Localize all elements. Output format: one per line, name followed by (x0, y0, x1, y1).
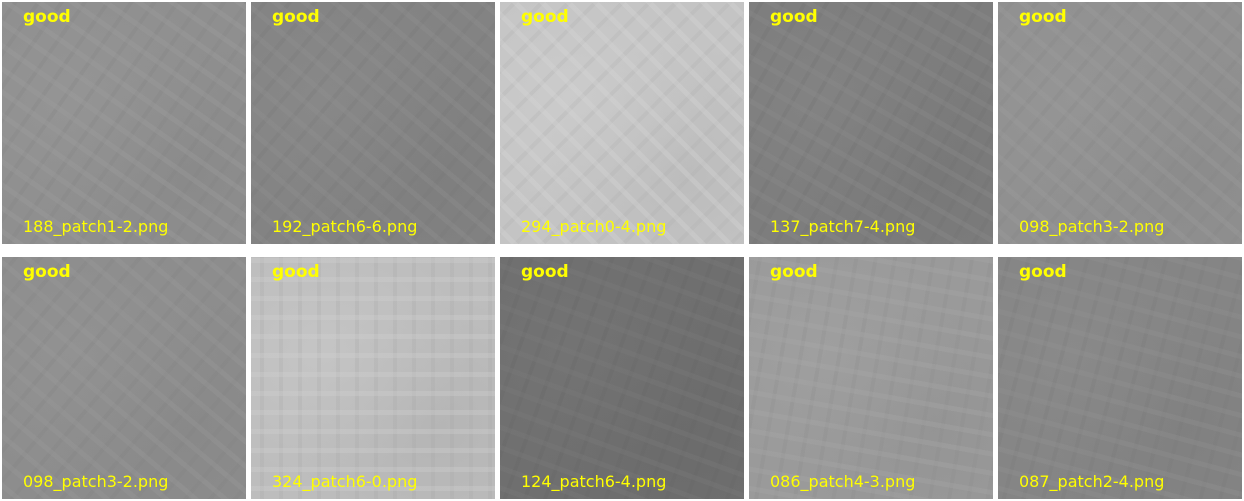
texture-patch-image (251, 257, 495, 499)
filename-label: 324_patch6-0.png (272, 472, 418, 491)
texture-patch-image (998, 2, 1242, 244)
class-label: good (770, 262, 818, 282)
class-label: good (521, 262, 569, 282)
filename-label: 192_patch6-6.png (272, 217, 418, 236)
class-label: good (521, 7, 569, 27)
filename-label: 087_patch2-4.png (1019, 472, 1165, 491)
image-tile: good 294_patch0-4.png (500, 2, 744, 244)
class-label: good (272, 262, 320, 282)
texture-patch-image (749, 257, 993, 499)
class-label: good (1019, 262, 1067, 282)
texture-patch-image (749, 2, 993, 244)
class-label: good (770, 7, 818, 27)
image-tile: good 137_patch7-4.png (749, 2, 993, 244)
filename-label: 137_patch7-4.png (770, 217, 916, 236)
class-label: good (23, 7, 71, 27)
filename-label: 188_patch1-2.png (23, 217, 169, 236)
texture-patch-image (998, 257, 1242, 499)
image-tile: good 188_patch1-2.png (2, 2, 246, 244)
texture-patch-image (2, 2, 246, 244)
texture-patch-image (2, 257, 246, 499)
class-label: good (1019, 7, 1067, 27)
image-tile: good 324_patch6-0.png (251, 257, 495, 499)
filename-label: 098_patch3-2.png (1019, 217, 1165, 236)
image-tile: good 098_patch3-2.png (2, 257, 246, 499)
image-tile: good 098_patch3-2.png (998, 2, 1242, 244)
image-tile: good 086_patch4-3.png (749, 257, 993, 499)
class-label: good (23, 262, 71, 282)
image-tile: good 087_patch2-4.png (998, 257, 1242, 499)
filename-label: 294_patch0-4.png (521, 217, 667, 236)
texture-patch-image (500, 2, 744, 244)
filename-label: 124_patch6-4.png (521, 472, 667, 491)
texture-patch-image (251, 2, 495, 244)
texture-patch-image (500, 257, 744, 499)
class-label: good (272, 7, 320, 27)
filename-label: 086_patch4-3.png (770, 472, 916, 491)
filename-label: 098_patch3-2.png (23, 472, 169, 491)
image-tile: good 124_patch6-4.png (500, 257, 744, 499)
image-tile: good 192_patch6-6.png (251, 2, 495, 244)
